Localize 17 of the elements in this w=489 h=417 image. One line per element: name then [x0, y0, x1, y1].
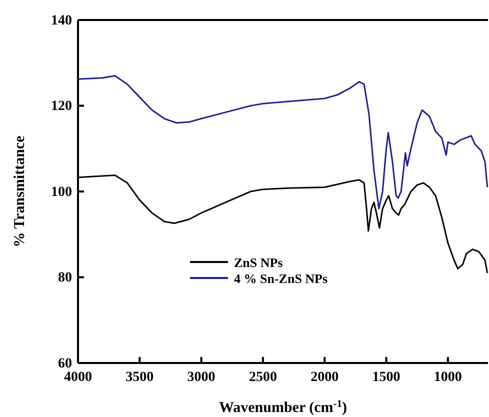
- y-tick-label: 120: [51, 99, 72, 114]
- legend-label: ZnS NPs: [234, 255, 283, 270]
- x-tick-label: 4000: [64, 370, 92, 385]
- y-tick-label: 140: [51, 13, 72, 28]
- y-axis-title: % Transmittance: [12, 135, 28, 248]
- legend-label: 4 % Sn-ZnS NPs: [234, 271, 328, 286]
- x-tick-label: 3000: [187, 370, 216, 385]
- x-tick-label: 1500: [372, 370, 400, 385]
- y-tick-label: 60: [58, 356, 72, 372]
- y-tick-label: 100: [51, 184, 72, 200]
- y-tick-label: 80: [58, 270, 72, 286]
- x-tick-label: 2000: [310, 370, 339, 385]
- x-axis-title: Wavenumber (cm$^{-1}$): [218, 398, 348, 416]
- x-tick-label: 2500: [248, 370, 277, 385]
- x-tick-label: 3500: [126, 370, 154, 385]
- x-tick-label: 1000: [434, 370, 462, 385]
- line-series: [77, 74, 488, 210]
